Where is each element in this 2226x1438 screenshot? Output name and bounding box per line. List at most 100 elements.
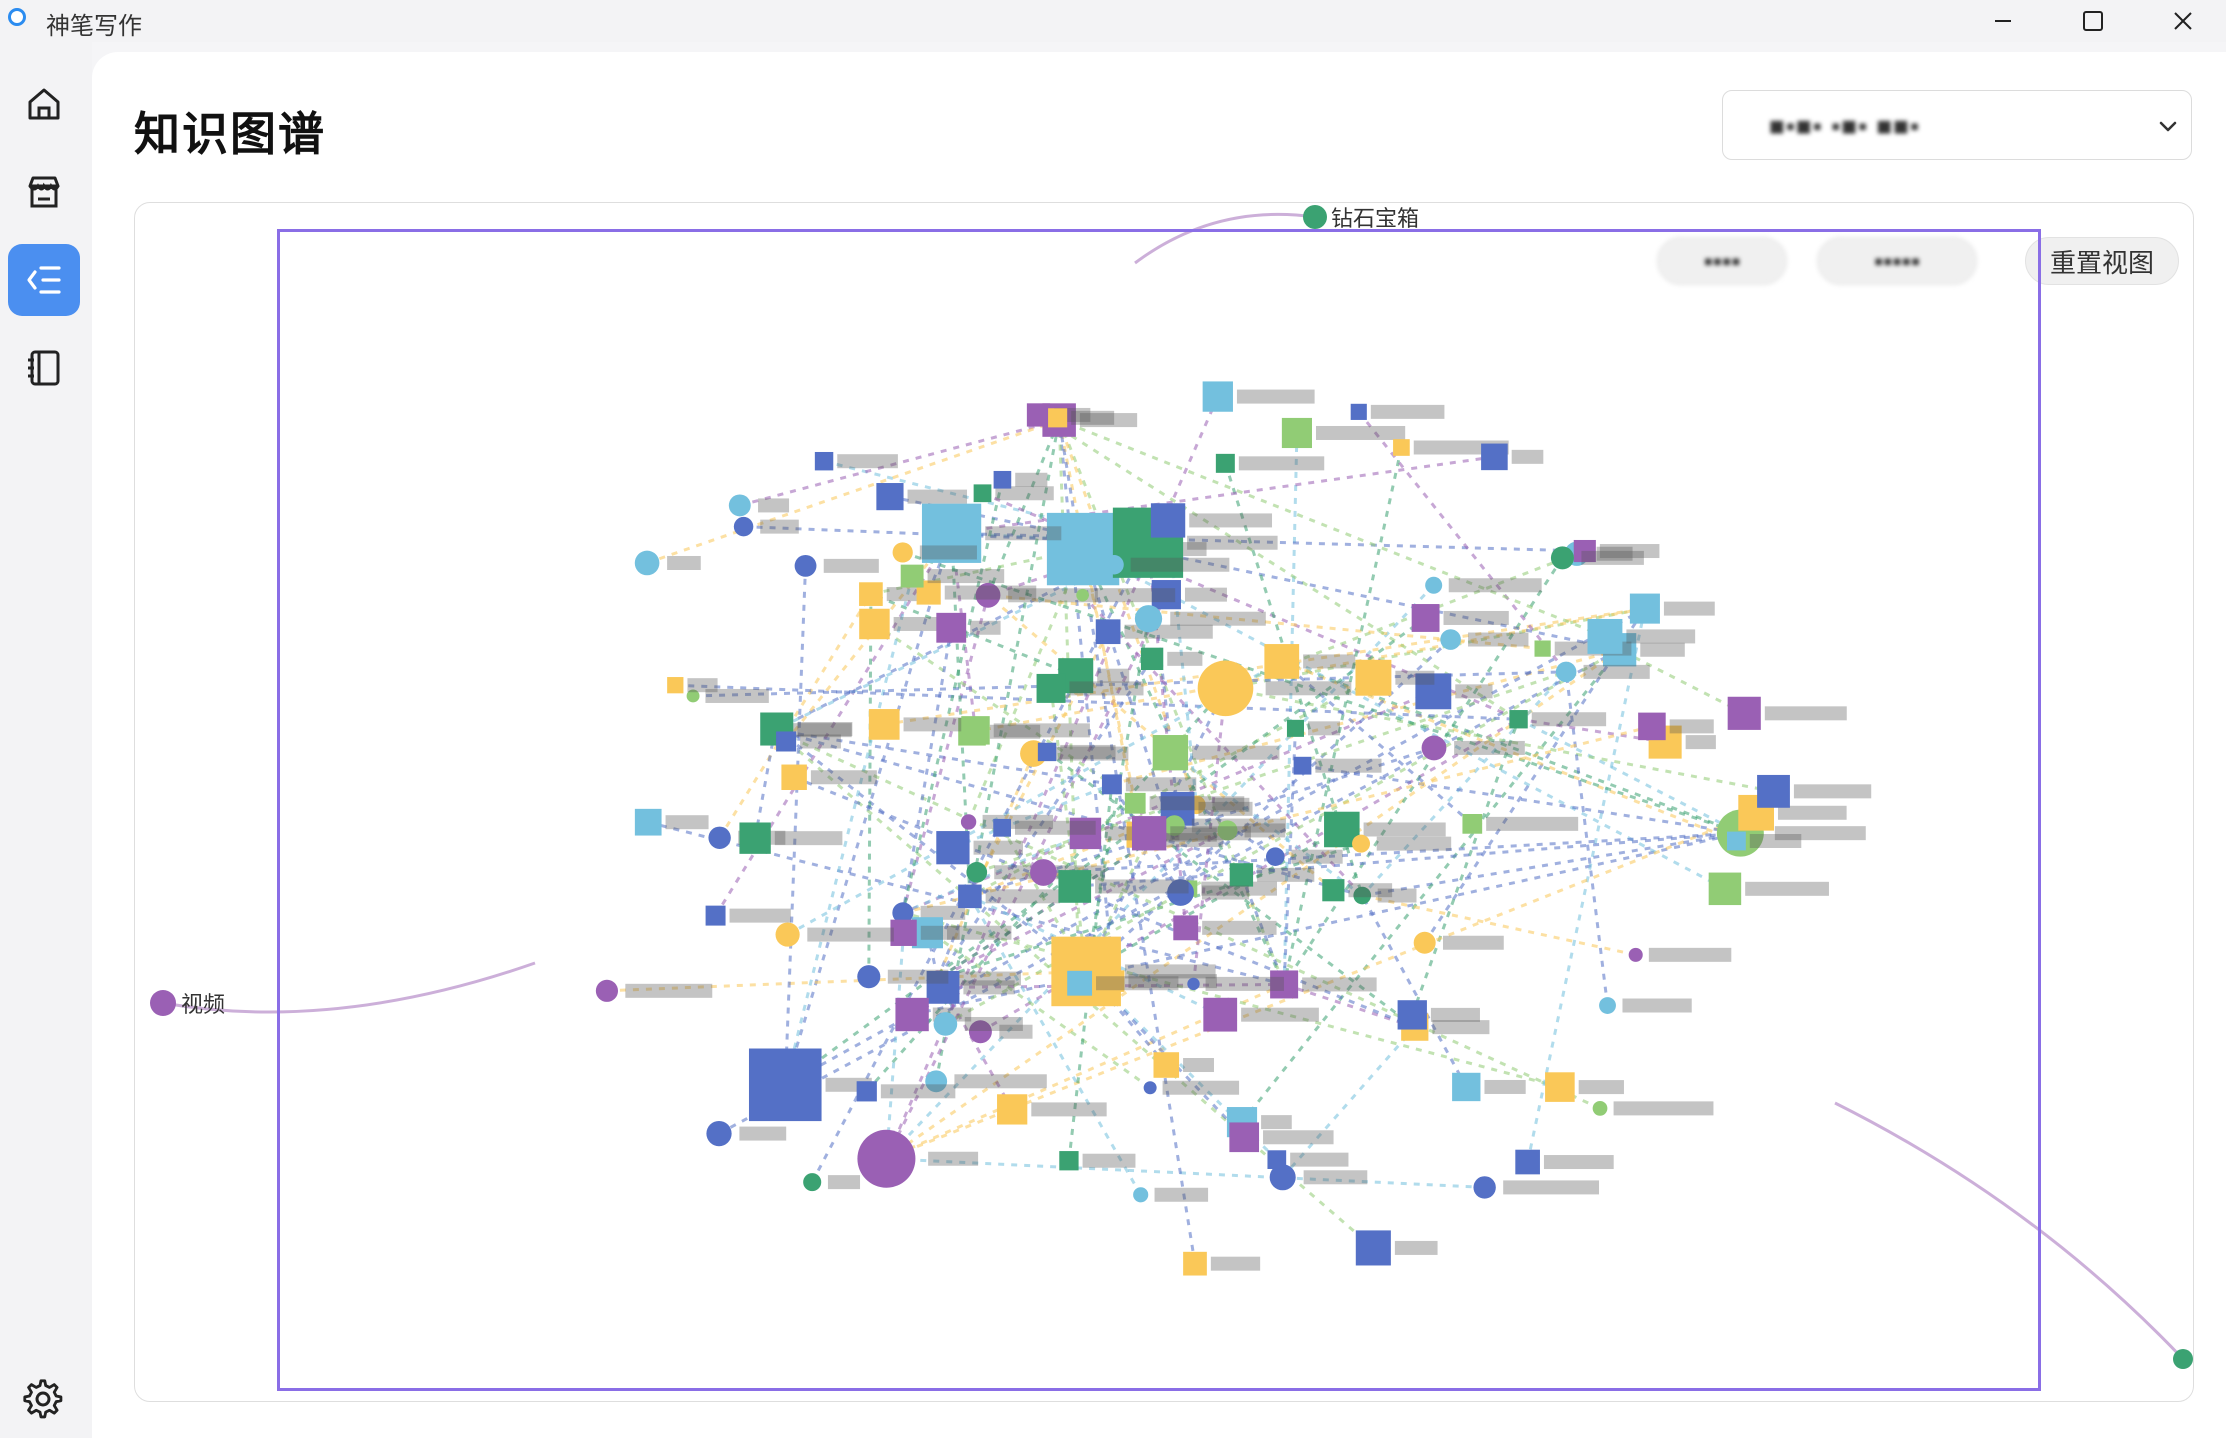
sidebar-item-notebook[interactable] (8, 332, 80, 404)
graph-node[interactable] (1187, 977, 1200, 991)
graph-node[interactable] (868, 709, 900, 740)
graph-node[interactable] (1629, 593, 1660, 624)
reset-view-button[interactable]: 重置视图 (2025, 237, 2179, 285)
graph-node[interactable] (1599, 997, 1616, 1014)
graph-node[interactable] (859, 608, 890, 640)
graph-node[interactable] (892, 542, 913, 563)
graph-node[interactable] (1102, 970, 1125, 992)
sidebar-item-store[interactable] (8, 156, 80, 228)
graph-node[interactable] (1229, 863, 1254, 887)
graph-node[interactable] (1076, 588, 1089, 602)
graph-node[interactable] (1229, 1122, 1260, 1153)
graph-node[interactable] (1726, 831, 1746, 851)
graph-node[interactable] (1264, 644, 1300, 679)
graph-node[interactable] (781, 764, 807, 791)
graph-node[interactable] (1550, 546, 1574, 570)
graph-node[interactable] (1059, 1151, 1079, 1171)
graph-node[interactable] (1545, 1072, 1575, 1102)
graph-node[interactable] (993, 818, 1011, 837)
graph-node[interactable] (739, 822, 771, 854)
maximize-button[interactable] (2048, 0, 2138, 42)
graph-node[interactable] (1131, 816, 1167, 851)
graph-node[interactable] (1143, 1081, 1157, 1095)
graph-node[interactable] (975, 582, 1001, 608)
graph-node[interactable] (857, 1129, 916, 1188)
sidebar-item-knowledge-graph[interactable] (8, 244, 80, 316)
graph-node[interactable] (1133, 1187, 1149, 1203)
graph-node[interactable] (1587, 618, 1623, 654)
graph-node[interactable] (1164, 815, 1185, 836)
graph-node[interactable] (1353, 886, 1372, 905)
graph-node[interactable] (936, 831, 970, 865)
graph-node[interactable] (1030, 859, 1057, 886)
graph-node[interactable] (1628, 947, 1643, 962)
graph-node[interactable] (1350, 403, 1367, 420)
graph-node[interactable] (1462, 814, 1483, 834)
graph-node[interactable] (1727, 696, 1761, 730)
knowledge-graph-canvas[interactable]: 钻石宝箱 视频 ▪▪▪▪ ▪▪▪▪▪ 重置视图 (134, 202, 2194, 1402)
graph-node[interactable] (1440, 629, 1461, 650)
graph-node[interactable] (1197, 660, 1254, 717)
graph-tool-button-b[interactable]: ▪▪▪▪▪ (1817, 237, 1977, 285)
graph-node[interactable] (1202, 381, 1233, 412)
graph-node[interactable] (958, 884, 982, 909)
graph-node[interactable] (794, 554, 817, 577)
graph-node[interactable] (1124, 792, 1146, 814)
graph-node[interactable] (1215, 453, 1235, 473)
graph-node[interactable] (1708, 872, 1742, 906)
graph-node[interactable] (634, 808, 662, 836)
graph-node[interactable] (1058, 870, 1092, 903)
graph-node[interactable] (1173, 915, 1199, 941)
graph-node[interactable] (1352, 834, 1371, 853)
graph-tool-button-a[interactable]: ▪▪▪▪ (1657, 237, 1787, 285)
graph-node[interactable] (1048, 408, 1068, 428)
graph-node[interactable] (1293, 756, 1312, 775)
graph-node[interactable] (1037, 742, 1057, 762)
graph-node[interactable] (708, 826, 731, 849)
graph-node[interactable] (1425, 576, 1443, 594)
graph-node[interactable] (1413, 931, 1436, 954)
graph-node[interactable] (728, 494, 751, 517)
graph-node[interactable] (1104, 555, 1124, 575)
graph-node[interactable] (634, 550, 660, 576)
graph-node[interactable] (921, 503, 982, 563)
graph-node[interactable] (859, 582, 883, 606)
graph-node[interactable] (1515, 1149, 1540, 1175)
graph-node[interactable] (1269, 1164, 1296, 1191)
graph-node[interactable] (1757, 774, 1790, 808)
graph-node[interactable] (776, 731, 797, 752)
graph-node[interactable] (1153, 1052, 1180, 1078)
close-button[interactable] (2138, 0, 2226, 42)
graph-node[interactable] (1152, 735, 1189, 771)
graph-node[interactable] (1134, 605, 1163, 633)
graph-node[interactable] (1573, 539, 1596, 563)
graph-node[interactable] (1183, 1251, 1207, 1276)
graph-node[interactable] (1355, 1230, 1391, 1266)
graph-node[interactable] (1095, 619, 1121, 645)
graph-node[interactable] (925, 1070, 948, 1093)
graph-node[interactable] (933, 1012, 958, 1036)
graph-node[interactable] (1167, 879, 1194, 906)
graph-node[interactable] (775, 922, 800, 947)
sidebar-item-home[interactable] (8, 68, 80, 140)
graph-node[interactable] (686, 689, 700, 703)
graph-node[interactable] (1411, 604, 1440, 632)
graph-node[interactable] (926, 970, 960, 1004)
graph-node[interactable] (1026, 403, 1051, 427)
graph-node[interactable] (2173, 1349, 2193, 1369)
settings-button[interactable] (8, 1364, 80, 1436)
graph-node[interactable] (1267, 1150, 1287, 1169)
graph-node[interactable] (895, 997, 929, 1032)
graph-node[interactable] (890, 919, 917, 946)
graph-node[interactable] (1140, 647, 1164, 671)
graph-node[interactable] (1203, 997, 1238, 1032)
graph-node[interactable] (1393, 439, 1410, 456)
graph-node[interactable] (1067, 970, 1093, 996)
graph-node[interactable] (900, 564, 924, 588)
graph-node[interactable] (1534, 640, 1551, 657)
graph-node[interactable] (966, 861, 988, 883)
graph-node[interactable] (892, 902, 914, 924)
graph-node[interactable] (705, 905, 726, 926)
graph-node[interactable] (1638, 712, 1666, 741)
graph-network[interactable]: 钻石宝箱 视频 (135, 203, 2193, 1401)
